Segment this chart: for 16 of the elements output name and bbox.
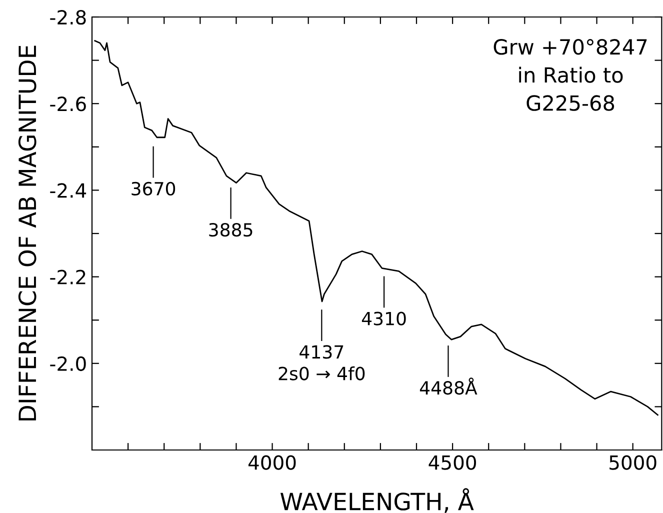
y-tick-label: -2.8	[50, 10, 86, 25]
annotation: 3885	[209, 222, 252, 237]
x-tick-label: 4000	[248, 455, 296, 470]
annotation: 4488Å	[420, 378, 478, 395]
y-tick-label: -2.6	[50, 96, 86, 112]
y-axis-title: DIFFERENCE OF AB MAGNITUDE	[18, 46, 36, 420]
annotation: 3670	[132, 182, 176, 196]
y-tick-label: -2.0	[50, 356, 86, 372]
x-tick-label: 4500	[428, 455, 476, 470]
y-tick-label: -2.4	[50, 183, 86, 198]
x-tick-label: 5000	[610, 455, 656, 470]
annotation: 4137 2s0 → 4f0	[278, 345, 365, 380]
y-tick-label: -2.2	[50, 270, 86, 284]
annotation: 4310	[362, 312, 406, 326]
x-axis-title: WAVELENGTH, Å	[280, 488, 474, 513]
annotation: Grw +70°8247 in Ratio to G225-68	[494, 39, 647, 111]
